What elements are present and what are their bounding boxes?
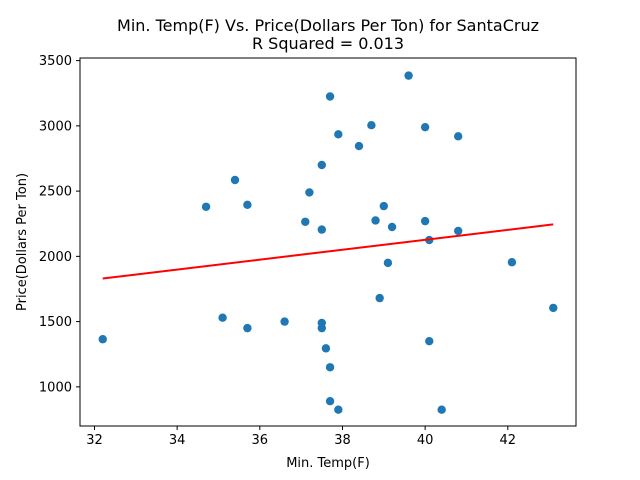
y-tick-label-3000: 3000 [39,119,72,134]
plot-area [98,71,558,414]
data-point-3 [230,175,240,185]
x-tick-label-32: 32 [86,433,103,448]
data-point-16 [325,397,335,406]
data-point-7 [301,217,310,226]
plot-frame [79,57,577,427]
data-point-24 [383,258,393,268]
y-tick-label-1500: 1500 [39,315,72,330]
data-point-32 [454,132,463,141]
x-tick-label-42: 42 [500,433,517,448]
data-point-26 [404,71,413,80]
chart-title-line1: Min. Temp(F) Vs. Price(Dollars Per Ton) … [117,16,539,35]
data-point-6 [280,317,289,326]
data-point-4 [243,200,252,210]
data-point-23 [379,201,388,211]
data-point-1 [201,202,211,211]
data-point-8 [305,188,314,197]
data-point-12 [317,323,326,333]
x-axis: 32 34 36 38 40 42 [86,426,516,448]
data-point-31 [437,405,446,414]
chart-title-line2: R Squared = 0.013 [252,34,404,53]
x-tick-label-34: 34 [169,433,186,448]
x-tick-label-40: 40 [417,433,434,448]
data-point-27 [420,122,430,132]
data-point-14 [325,92,335,101]
y-tick-label-2500: 2500 [39,185,72,200]
data-point-20 [367,121,376,130]
data-point-22 [375,293,384,303]
x-axis-label: Min. Temp(F) [286,456,370,471]
data-point-10 [317,225,326,234]
data-point-13 [321,344,331,353]
data-point-2 [218,313,227,322]
data-point-17 [334,130,343,139]
data-point-9 [317,160,326,170]
data-point-15 [325,363,335,372]
y-tick-label-2000: 2000 [39,250,72,265]
y-axis: 1000 1500 2000 2500 3000 3500 [39,54,80,395]
data-point-19 [354,141,364,151]
data-point-28 [420,216,430,226]
y-tick-label-3500: 3500 [39,54,72,69]
x-tick-label-36: 36 [252,433,269,448]
data-point-5 [243,323,252,333]
data-point-33 [454,226,463,236]
data-point-18 [334,405,343,414]
data-point-30 [425,336,434,346]
y-axis-label: Price(Dollars Per Ton) [15,173,30,311]
data-point-35 [549,303,558,313]
regression-line [102,223,554,280]
data-point-34 [507,258,517,267]
data-point-0 [98,335,107,344]
x-tick-label-38: 38 [334,433,351,448]
data-point-25 [387,222,397,232]
data-point-21 [371,216,380,225]
y-tick-label-1000: 1000 [39,380,72,395]
